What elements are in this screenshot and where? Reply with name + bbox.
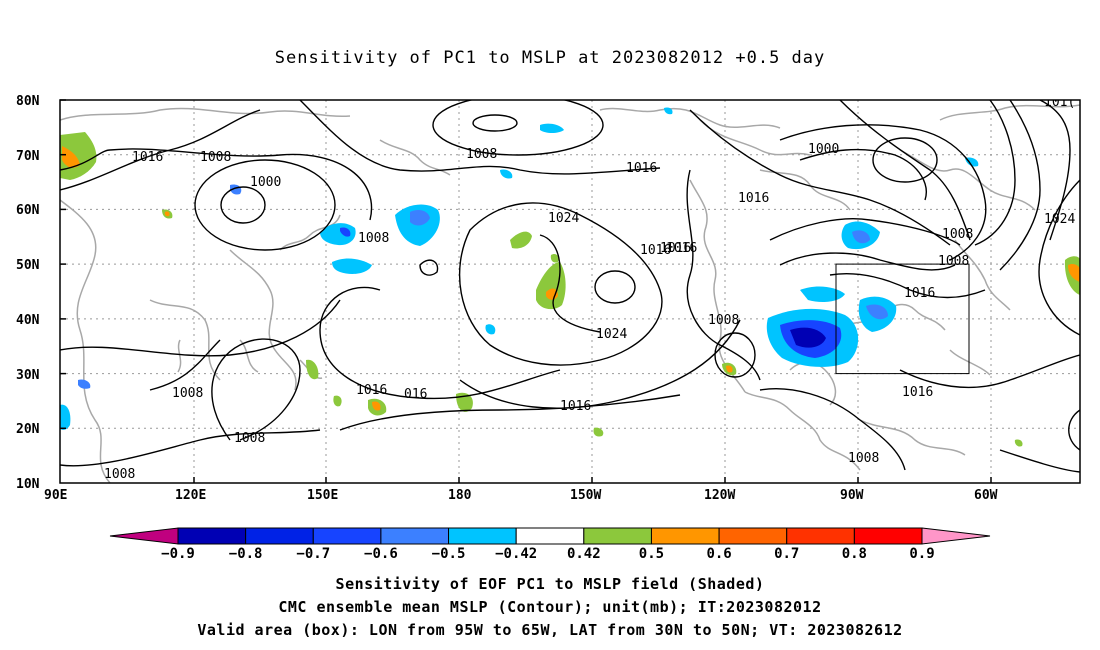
colorbar-label: 0.6 [706,546,731,562]
colorbar-swatch [245,527,314,545]
contour-label: 1024 [1044,212,1075,227]
colorbar-swatch [515,527,585,545]
colorbar-swatch [177,527,247,545]
colorbar-label: −0.8 [229,546,263,562]
latitude-labels: 80N 70N 60N 50N 40N 30N 20N 10N [16,94,40,492]
contour-label: 1008 [358,231,389,246]
longitude-labels: 90E 120E 150E 180 150W 120W 90W 60W [44,488,998,503]
coastlines [60,104,1080,483]
colorbar-label: 0.8 [842,546,867,562]
lon-label: 90E [44,488,67,503]
caption-line-2: CMC ensemble mean MSLP (Contour); unit(m… [278,598,822,616]
contour-label: 1016 [132,150,163,165]
colorbar-swatch [650,527,720,545]
contour-label: 1008 [172,386,203,401]
colorbar-swatch [448,527,517,545]
lon-label: 60W [974,488,998,503]
colorbar-label: −0.9 [161,546,195,562]
contour-label: 1008 [942,227,973,242]
colorbar-label: −0.7 [296,546,330,562]
contour-label: 1000 [250,175,281,190]
lat-label: 60N [16,203,40,218]
contour-label: 1008 [104,467,135,482]
lat-label: 30N [16,368,40,383]
map-title: Sensitivity of PC1 to MSLP at 2023082012… [274,48,826,68]
colorbar-swatch [312,527,382,545]
colorbar-swatch [718,527,788,545]
lat-label: 40N [16,313,40,328]
contour-label: 1016 [902,385,933,400]
contour-label: 1008 [234,431,265,446]
colorbar-label: 0.7 [774,546,799,562]
contour-label: 016 [404,387,427,402]
contour-labels: 1016 1008 1000 1008 1016 1024 1016 1024 … [104,95,1075,482]
contour-label: 1016 [560,399,591,414]
contour-label: 1016 [356,383,387,398]
contour-label: 1008 [938,254,969,269]
colorbar-label: 0.42 [567,546,601,562]
contour-label: 1016 [640,243,671,258]
caption-line-1: Sensitivity of EOF PC1 to MSLP field (Sh… [335,575,765,593]
contour-label: 1024 [596,327,627,342]
axis-ticks [60,99,992,483]
contour-label: 1016 [738,191,769,206]
contour-label: 1008 [200,150,231,165]
colorbar: −0.9 −0.8 −0.7 −0.6 −0.5 −0.42 0.42 0.5 0.6 0.7 0.… [109,527,991,562]
lat-label: 80N [16,94,40,109]
contour-label: 1008 [848,451,879,466]
valid-area-box [835,263,970,375]
colorbar-swatch [583,527,652,545]
contour-label: 1016 [660,241,691,256]
map-frame [59,99,1081,484]
map-area: 1016 1008 1000 1008 1016 1024 1016 1024 … [60,95,1080,483]
lon-label: 120E [175,488,206,503]
contour-label: 1016 [666,241,697,256]
lon-label: 120W [704,488,735,503]
contour-label: 1008 [708,313,739,328]
colorbar-label: −0.42 [495,546,537,562]
colorbar-label: 0.5 [639,546,664,562]
contour-label: 1000 [808,142,839,157]
contour-label: 1024 [548,211,579,226]
lat-label: 50N [16,258,40,273]
lon-label: 150W [570,488,601,503]
colorbar-min-triangle [109,527,179,545]
contour-label: 101( [1044,95,1075,110]
colorbar-label: −0.6 [364,546,398,562]
lon-label: 90W [840,488,864,503]
colorbar-swatch [380,527,450,545]
caption-line-3: Valid area (box): LON from 95W to 65W, L… [197,621,903,639]
colorbar-swatch [786,527,855,545]
colorbar-swatch [853,527,923,545]
lat-label: 70N [16,149,40,164]
contour-label: 1016 [904,286,935,301]
contour-label: 1016 [626,161,657,176]
colorbar-max-triangle [921,527,991,545]
lon-label: 180 [448,488,472,503]
lon-label: 150E [307,488,338,503]
colorbar-label: 0.9 [909,546,934,562]
mslp-contours [60,100,1080,473]
sensitivity-shading [60,107,1080,447]
grid-lines [60,100,1080,483]
lat-label: 10N [16,477,40,492]
colorbar-label: −0.5 [432,546,466,562]
contour-label: 1008 [466,147,497,162]
lat-label: 20N [16,422,40,437]
